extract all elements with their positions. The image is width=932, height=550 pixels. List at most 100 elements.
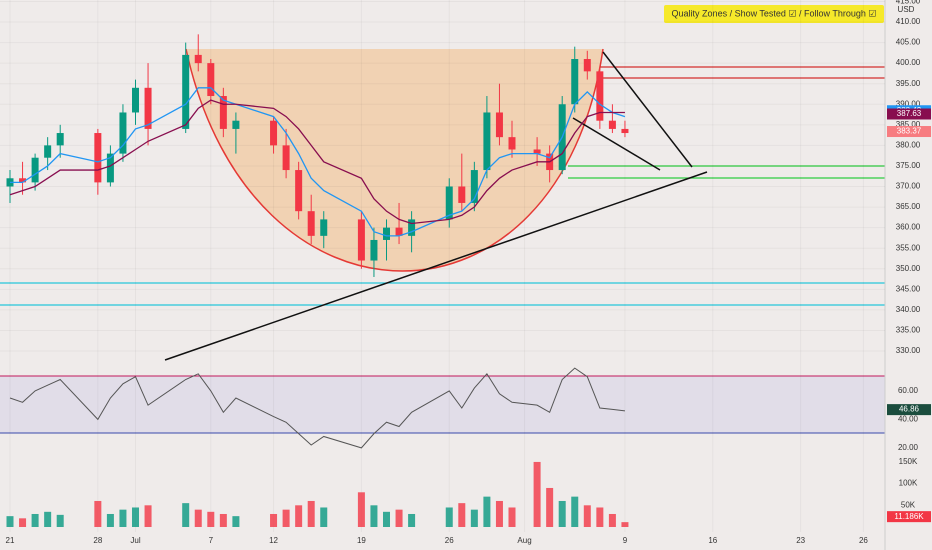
candle-body — [119, 112, 127, 154]
volume-bar — [207, 511, 215, 527]
candle-body — [44, 145, 52, 158]
candle-body — [533, 149, 541, 154]
x-tick-label: Aug — [517, 536, 531, 545]
candle-body — [596, 71, 604, 121]
volume-bar — [6, 516, 14, 527]
trend-line — [164, 171, 708, 361]
y-tick-label: 395.00 — [896, 79, 921, 88]
volume-bar — [94, 500, 102, 527]
volume-bar — [307, 500, 315, 527]
legend-text: Quality Zones / Show Tested ☑ / Follow T… — [672, 8, 877, 18]
price-tag — [887, 108, 931, 120]
y-tick-label: 350.00 — [896, 264, 921, 273]
volume-tag — [887, 511, 931, 523]
volume-bar — [295, 505, 303, 527]
candle-body — [583, 59, 591, 72]
candle-body — [383, 227, 390, 240]
volume-bar — [270, 513, 278, 527]
candle-body — [307, 211, 315, 236]
volume-bar — [533, 461, 541, 527]
candle-body — [144, 87, 152, 129]
volume-bar — [483, 496, 491, 527]
volume-bar — [31, 513, 39, 527]
volume-tag-label: 11.186K — [894, 512, 924, 521]
price-tag-label: 387.63 — [897, 109, 922, 118]
candle-body — [31, 157, 39, 183]
x-tick-label: 9 — [623, 536, 628, 545]
candle-body — [182, 54, 190, 129]
y-tick-label: 345.00 — [896, 284, 921, 293]
y-tick-label: 355.00 — [896, 243, 921, 252]
volume-bar — [495, 500, 503, 527]
candle-body — [295, 170, 303, 212]
volume-bar — [383, 511, 390, 527]
volume-bar — [395, 509, 403, 527]
y-tick-label: 415.00 — [896, 0, 921, 6]
candle-body — [232, 120, 240, 129]
candle-body — [445, 186, 453, 220]
y-tick-label: 405.00 — [896, 38, 921, 47]
candle-body — [408, 219, 416, 236]
candle-body — [508, 137, 516, 150]
candle-body — [470, 170, 478, 203]
candle-body — [19, 178, 27, 183]
legend-box — [664, 5, 884, 23]
rsi-tick-label: 60.00 — [898, 386, 919, 395]
volume-tick-label: 100K — [899, 479, 918, 488]
candle-body — [621, 128, 629, 134]
candle-body — [571, 59, 579, 105]
y-tick-label: 410.00 — [896, 17, 921, 26]
x-tick-label: 19 — [357, 536, 366, 545]
candle-body — [219, 96, 227, 129]
candle-body — [194, 54, 202, 64]
volume-bar — [282, 509, 290, 527]
x-tick-label: 12 — [269, 536, 278, 545]
volume-bar — [546, 487, 554, 527]
volume-bar — [558, 500, 566, 527]
volume-tick-label: 50K — [901, 500, 916, 509]
candle-body — [458, 186, 466, 203]
rsi-tag — [887, 404, 931, 416]
volume-bar — [19, 518, 27, 527]
candle-body — [395, 227, 403, 236]
candle-body — [270, 120, 278, 146]
candle-body — [370, 239, 378, 261]
x-tick-label: 28 — [93, 536, 102, 545]
candle-body — [94, 133, 102, 183]
y-tick-label: 365.00 — [896, 202, 921, 211]
volume-bar — [119, 509, 127, 527]
x-tick-label: 26 — [445, 536, 454, 545]
volume-bar — [132, 507, 139, 527]
volume-bar — [458, 503, 466, 527]
price-tag-label: 383.37 — [897, 127, 922, 136]
volume-bar — [583, 505, 591, 527]
volume-bar — [232, 516, 240, 527]
ema-line — [9, 99, 625, 225]
y-tick-label: 330.00 — [896, 346, 921, 355]
price-tag — [887, 126, 931, 138]
currency: USD — [898, 5, 915, 14]
volume-bar — [508, 507, 516, 527]
wedge-line — [602, 51, 693, 168]
volume-bar — [408, 513, 416, 527]
y-tick-label: 375.00 — [896, 161, 921, 170]
x-tick-label: 21 — [6, 536, 15, 545]
rsi-band — [0, 376, 885, 433]
candle-body — [483, 112, 491, 171]
volume-bar — [106, 513, 114, 527]
y-tick-label: 370.00 — [896, 182, 921, 191]
ema-line — [10, 87, 626, 237]
x-tick-label: 16 — [708, 536, 717, 545]
volume-bar — [44, 511, 52, 527]
volume-bar — [144, 505, 152, 527]
candle-body — [320, 219, 328, 236]
rsi-line — [9, 367, 626, 449]
volume-bar — [571, 496, 579, 527]
x-tick-label: Jul — [130, 536, 140, 545]
volume-tick-label: 150K — [899, 457, 918, 466]
volume-bar — [320, 507, 328, 527]
candle-body — [495, 112, 503, 138]
y-tick-label: 400.00 — [896, 58, 921, 67]
wedge-line — [572, 117, 661, 171]
